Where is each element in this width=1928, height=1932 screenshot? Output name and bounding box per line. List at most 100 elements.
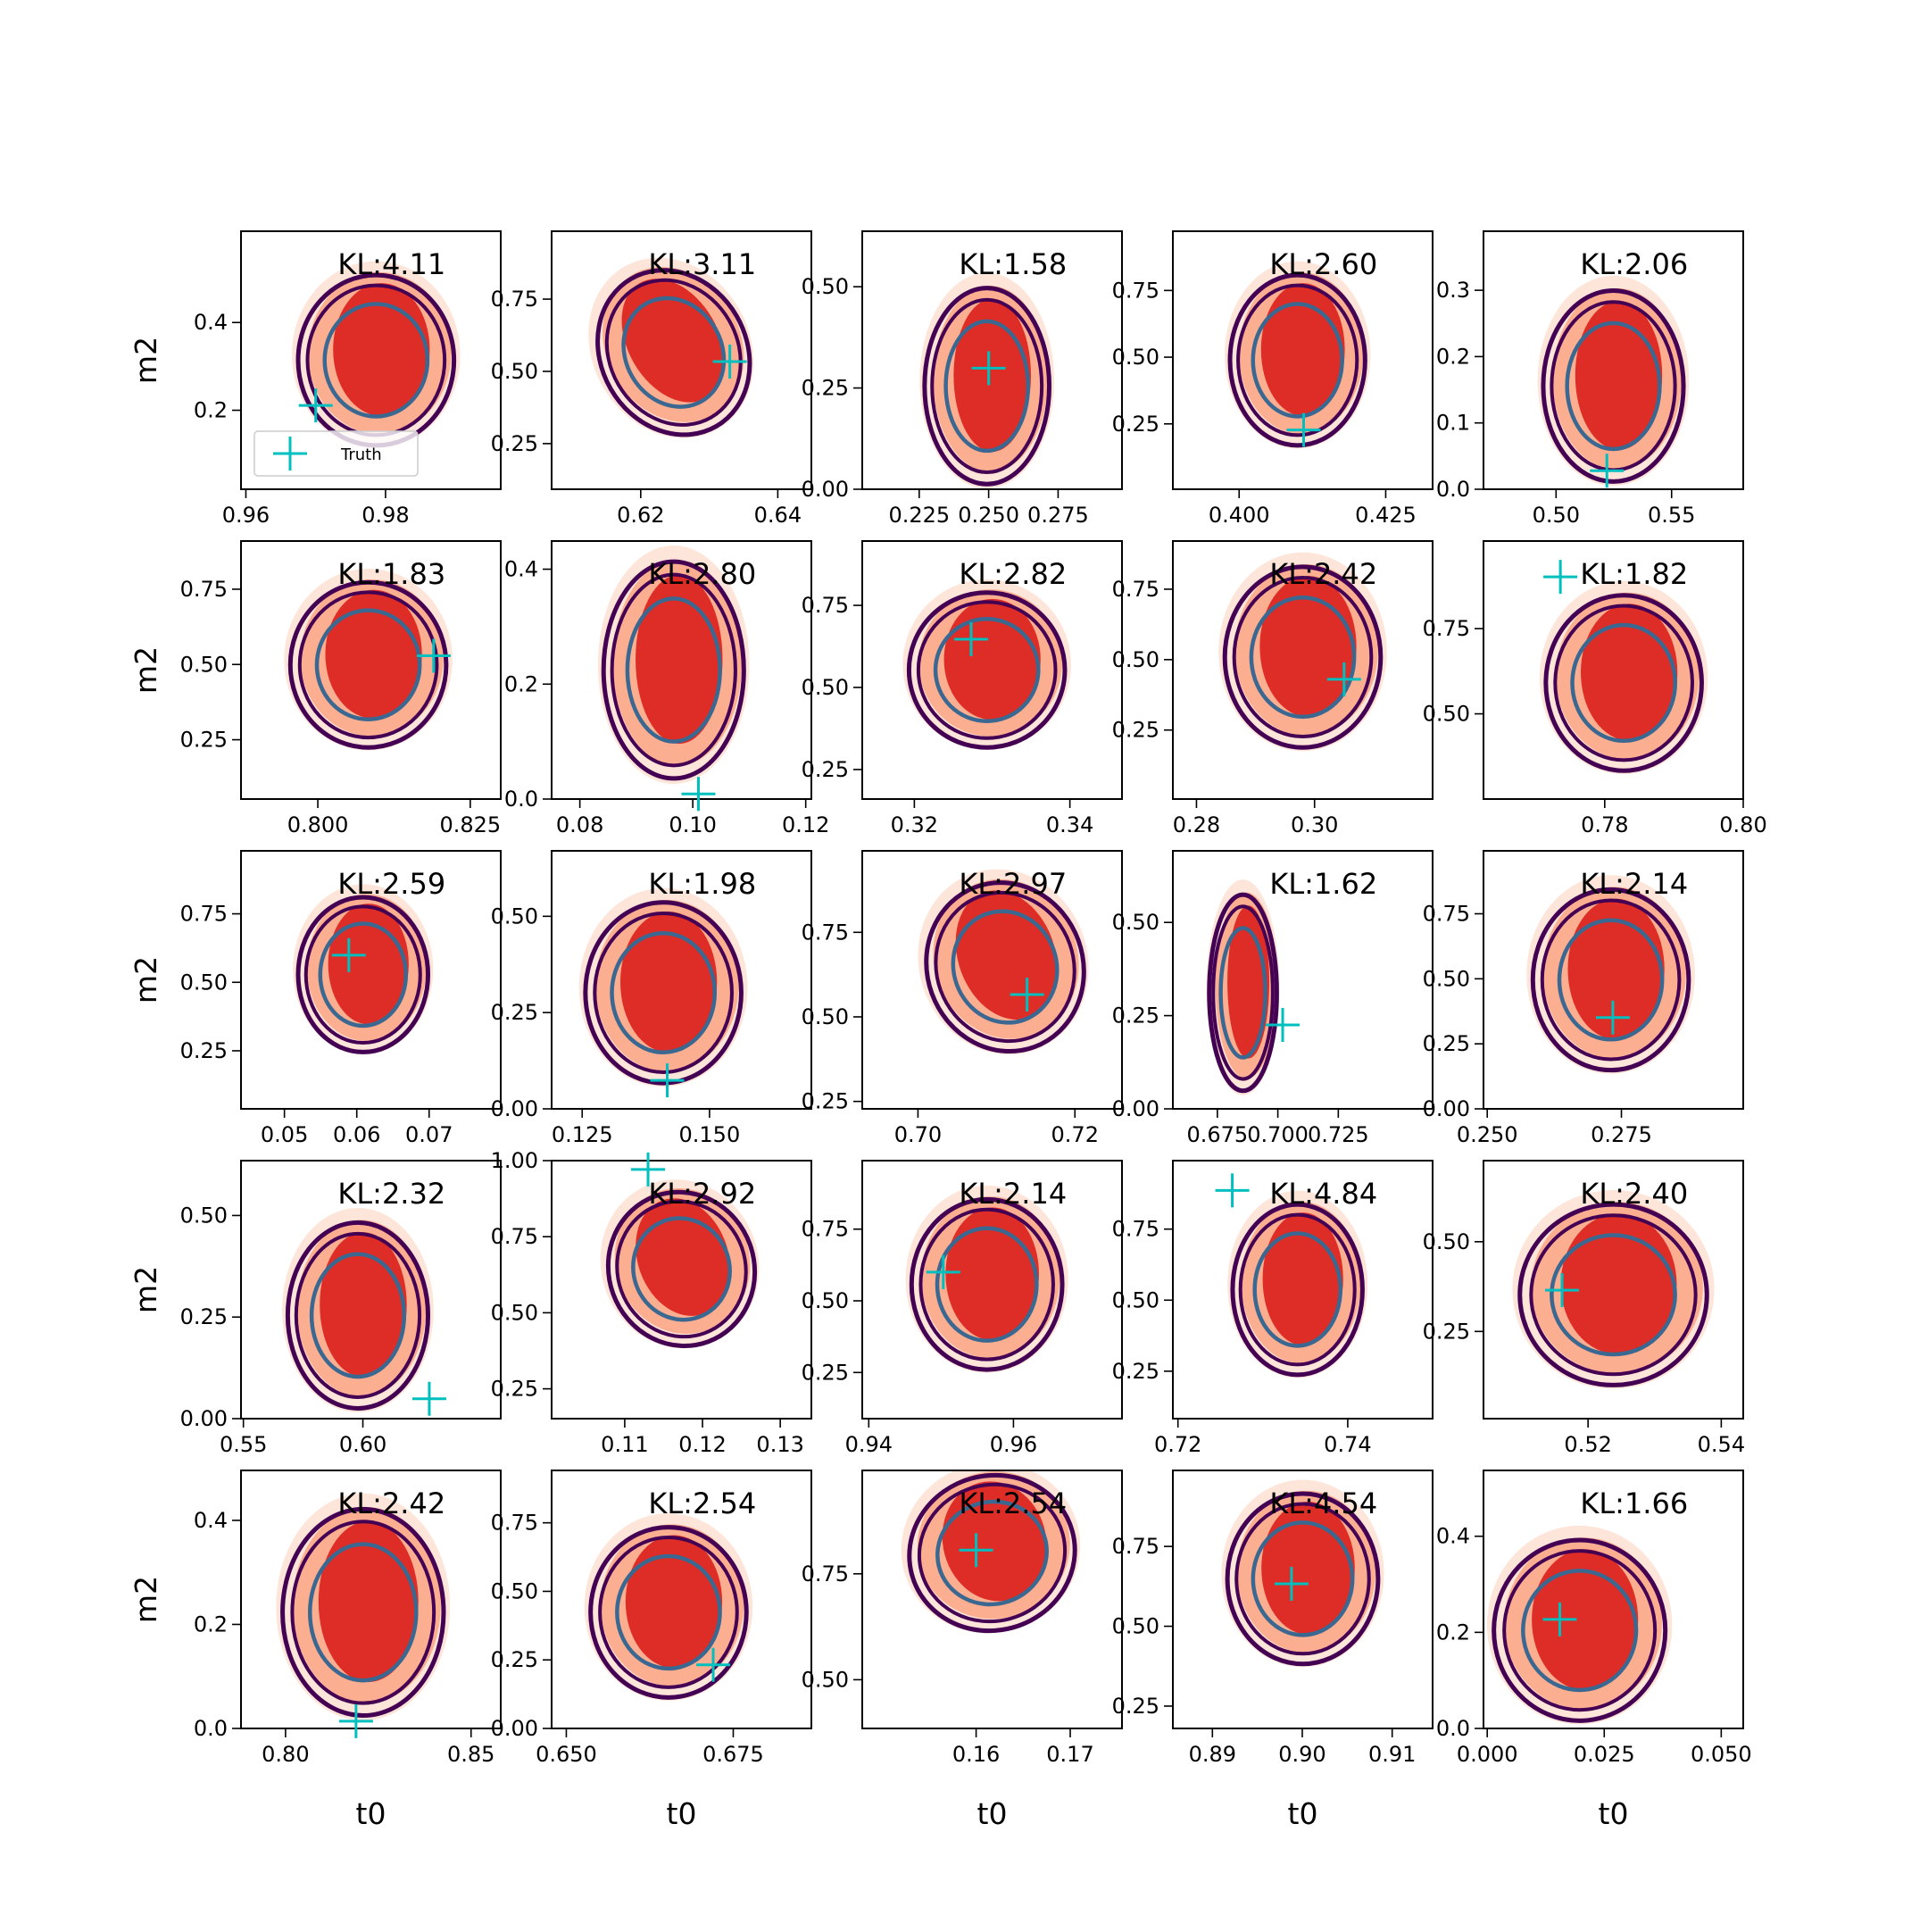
x-tick-label: 0.700 [1247,1122,1309,1147]
x-tick-label: 0.13 [756,1432,803,1457]
y-tick-label: 0.3 [1436,278,1470,303]
y-tick-label: 0.00 [802,477,849,502]
x-axis-label: t0 [1599,1796,1629,1831]
truth-marker [338,1703,373,1738]
density-contour [604,278,743,427]
y-tick-label: 0.75 [1423,902,1470,927]
panel-title: KL:2.14 [959,1177,1067,1211]
density-contour [1553,604,1694,762]
density-plot [1224,261,1371,449]
y-tick-label: 0.50 [1423,966,1470,991]
axes-frame [1483,230,1744,490]
panel-title: KL:2.54 [959,1486,1067,1520]
density-contour [610,572,737,768]
x-tick-label: 0.74 [1324,1432,1371,1457]
density-plot [1218,552,1387,752]
y-axis-label: m2 [129,956,163,1003]
axes-frame [861,230,1123,490]
x-tick-label: 0.050 [1691,1742,1752,1767]
axes-frame [861,850,1123,1110]
density-contour [934,890,1076,1044]
density-contour [1529,1213,1698,1377]
density-contour [593,911,734,1074]
x-tick-label: 0.55 [1648,503,1695,528]
x-tick-label: 0.17 [1046,1742,1093,1767]
density-contour [295,895,431,1054]
density-contour [1517,1202,1709,1387]
axes-frame [551,230,812,490]
density-plot [284,568,453,751]
legend-marker [273,437,307,471]
y-tick-label: 0.2 [504,671,538,696]
axes-frame [1483,1160,1744,1420]
y-tick-label: 0.25 [1112,1694,1159,1719]
panel-title: KL:4.54 [1269,1486,1377,1520]
y-tick-label: 0.00 [491,1096,538,1121]
y-tick-label: 0.25 [802,376,849,401]
density-contour [1225,1491,1381,1667]
density-plot [276,1493,451,1721]
density-fill [1259,576,1357,717]
y-tick-label: 0.50 [491,359,538,384]
x-tick-label: 0.05 [261,1122,308,1147]
y-tick-label: 0.50 [802,675,849,700]
axes-frame [551,850,812,1110]
y-tick-label: 0.25 [1423,1031,1470,1056]
density-contour [1251,302,1344,419]
density-contour [1230,1202,1365,1378]
x-tick-label: 0.80 [262,1742,309,1767]
y-tick-label: 0.25 [1112,1003,1159,1028]
panel-title: KL:2.06 [1580,247,1688,281]
y-tick-label: 0.2 [1436,1620,1470,1645]
density-contour [1251,1520,1355,1637]
x-tick-label: 0.675 [1186,1122,1248,1147]
truth-marker [1215,1173,1250,1208]
y-tick-label: 0.2 [1436,344,1470,369]
x-tick-label: 0.000 [1457,1742,1518,1767]
x-axis-label: t0 [1288,1796,1318,1831]
x-tick-label: 0.275 [1591,1122,1652,1147]
truth-marker [650,1063,685,1098]
density-plot [1539,580,1708,775]
x-tick-label: 0.275 [1027,503,1089,528]
y-axis-label: m2 [129,337,163,384]
y-tick-label: 0.50 [180,970,228,995]
y-tick-label: 0.2 [194,1611,228,1636]
legend-label: Truth [340,446,382,464]
x-tick-label: 0.98 [362,503,409,528]
density-contour [297,590,439,740]
x-tick-label: 0.10 [669,812,716,837]
panel-title: KL:2.60 [1269,247,1377,281]
density-plot [588,257,754,438]
y-tick-label: 0.75 [491,1224,538,1249]
axes-frame [1172,540,1434,800]
y-tick-label: 0.50 [491,1578,538,1603]
y-tick-label: 0.25 [1112,718,1159,743]
y-tick-label: 0.25 [180,728,228,753]
density-contour [907,1472,1077,1634]
density-contour [322,302,430,419]
density-plot [1537,275,1690,487]
panel-title: KL:1.58 [959,247,1067,281]
y-tick-label: 0.25 [1112,412,1159,437]
truth-marker [1274,1566,1309,1601]
y-tick-label: 0.75 [1112,577,1159,602]
y-tick-label: 0.75 [1112,278,1159,303]
x-tick-label: 0.025 [1574,1742,1635,1767]
density-plot [1512,1190,1715,1389]
x-tick-label: 0.94 [845,1432,893,1457]
x-tick-label: 0.72 [1051,1122,1099,1147]
truth-marker [1543,560,1578,595]
density-contour [1234,1502,1371,1656]
y-axis-label: m2 [129,646,163,694]
density-contour [318,921,409,1028]
density-plot [905,1185,1068,1373]
x-tick-label: 0.12 [782,812,829,837]
density-contour [1565,321,1662,452]
truth-marker [971,351,1006,386]
density-plot [919,272,1055,489]
y-tick-label: 0.50 [1112,345,1159,370]
density-contour [1550,1233,1677,1357]
x-tick-label: 0.50 [1533,503,1580,528]
